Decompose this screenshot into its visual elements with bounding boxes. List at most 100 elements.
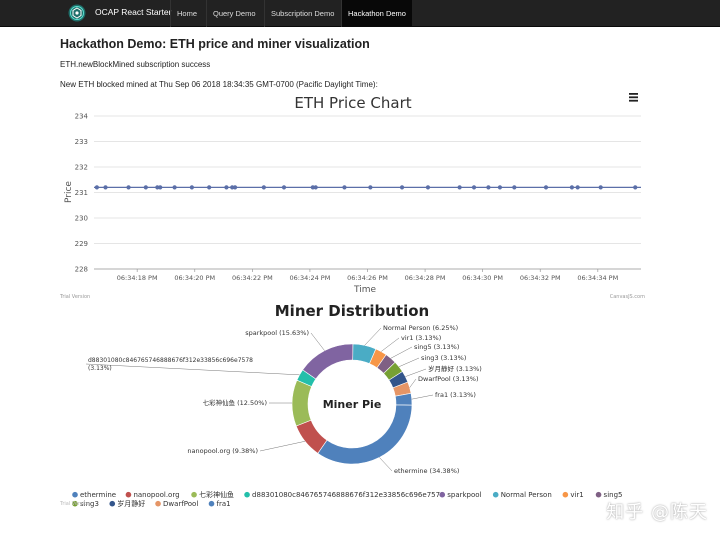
legend-marker xyxy=(208,500,215,507)
price-data-point[interactable] xyxy=(230,185,235,190)
pie-label-connector xyxy=(310,332,325,351)
price-data-point[interactable] xyxy=(158,185,163,190)
pie-slice[interactable] xyxy=(394,392,413,406)
price-data-point[interactable] xyxy=(342,185,347,190)
pie-slice[interactable] xyxy=(302,343,354,380)
price-data-point[interactable] xyxy=(310,185,315,190)
price-data-point[interactable] xyxy=(224,185,229,190)
price-x-tick-label: 06:34:26 PM xyxy=(347,274,388,282)
price-credit-canvasjs[interactable]: CanvasJS.com xyxy=(610,294,645,300)
legend-item[interactable]: nanopool.org xyxy=(133,491,179,499)
price-y-tick-label: 231 xyxy=(75,189,88,197)
legend-marker xyxy=(439,491,446,498)
block-mined-message: New ETH blocked mined at Thu Sep 06 2018… xyxy=(60,80,378,89)
price-x-tick-label: 06:34:24 PM xyxy=(290,274,331,282)
pie-slice-label: ethermine (34.38%) xyxy=(394,467,459,475)
legend-marker xyxy=(72,491,78,498)
legend-marker xyxy=(244,491,250,498)
price-y-axis-label: Price xyxy=(64,181,74,203)
legend-item[interactable]: Normal Person xyxy=(501,491,552,499)
pie-slice-label-percent: (3.13%) xyxy=(88,365,112,372)
pie-slice-label: fra1 (3.13%) xyxy=(435,391,476,399)
pie-credit-trial: Trial Version xyxy=(59,501,90,507)
pie-slice-label: vir1 (3.13%) xyxy=(401,334,441,342)
legend-item[interactable]: sing3 xyxy=(80,500,99,508)
price-data-point[interactable] xyxy=(368,185,373,190)
price-data-point[interactable] xyxy=(457,185,462,190)
price-data-point[interactable] xyxy=(471,185,477,190)
price-data-point[interactable] xyxy=(313,185,318,190)
price-x-tick-label: 06:34:18 PM xyxy=(117,274,158,282)
legend-item[interactable]: 七彩神仙鱼 xyxy=(199,490,234,499)
price-data-point[interactable] xyxy=(103,185,108,190)
pie-slice-label: 七彩神仙鱼 (12.50%) xyxy=(203,398,267,407)
pie-label-connector xyxy=(259,441,306,452)
nav-subscription-demo[interactable]: Subscription Demo xyxy=(264,0,340,27)
legend-item[interactable]: DwarfPool xyxy=(163,500,198,508)
price-data-point[interactable] xyxy=(633,185,638,190)
ocap-logo-icon[interactable] xyxy=(68,4,86,22)
price-data-point[interactable] xyxy=(497,185,503,190)
price-y-tick-label: 230 xyxy=(75,215,88,223)
eth-price-chart: ETH Price Chart 228 229 230 231 232 233 234 06… xyxy=(59,93,645,300)
price-x-tick-label: 06:34:30 PM xyxy=(462,274,503,282)
price-data-point[interactable] xyxy=(189,185,194,190)
price-x-axis-label: Time xyxy=(353,285,376,295)
price-data-point[interactable] xyxy=(425,185,431,190)
legend-item[interactable]: 岁月静好 xyxy=(117,499,145,508)
price-data-point[interactable] xyxy=(569,185,575,190)
price-data-point[interactable] xyxy=(232,185,238,190)
price-data-point[interactable] xyxy=(172,185,177,190)
nav-query-demo[interactable]: Query Demo xyxy=(206,0,262,27)
price-data-point[interactable] xyxy=(512,185,517,190)
price-data-point[interactable] xyxy=(261,185,266,190)
pie-slice-label: sparkpool (15.63%) xyxy=(245,329,309,337)
legend-marker xyxy=(562,491,569,498)
price-data-point[interactable] xyxy=(575,185,580,190)
price-data-point[interactable] xyxy=(486,185,491,190)
legend-item[interactable]: vir1 xyxy=(570,491,583,499)
pie-slice-label: sing3 (3.13%) xyxy=(421,354,466,362)
price-data-point[interactable] xyxy=(126,185,131,190)
zhihu-watermark: 知乎 @陈天 xyxy=(606,502,708,523)
legend-item[interactable]: sing5 xyxy=(604,491,623,499)
pie-slice[interactable] xyxy=(291,379,313,427)
price-x-tick-label: 06:34:32 PM xyxy=(520,274,561,282)
price-x-tick-label: 06:34:22 PM xyxy=(232,274,273,282)
price-x-tick-label: 06:34:28 PM xyxy=(405,274,446,282)
legend-marker xyxy=(125,491,132,498)
pie-label-connector xyxy=(380,337,400,352)
pie-slice[interactable] xyxy=(317,404,413,465)
pie-label-connector xyxy=(411,394,434,400)
price-data-point[interactable] xyxy=(143,185,148,190)
legend-marker xyxy=(109,500,116,507)
price-data-point[interactable] xyxy=(207,185,212,190)
hamburger-menu-icon[interactable] xyxy=(629,93,638,102)
price-y-tick-label: 228 xyxy=(75,266,88,274)
pie-slice-label: d88301080c846765746888676f312e33856c696e… xyxy=(88,357,253,364)
price-x-tick-label: 06:34:20 PM xyxy=(174,274,215,282)
page-title: Hackathon Demo: ETH price and miner visu… xyxy=(60,37,370,51)
legend-item[interactable]: ethermine xyxy=(80,491,116,499)
legend-item[interactable]: sparkpool xyxy=(447,491,481,499)
legend-item[interactable]: d88301080c846765746888676f312e33856c696e… xyxy=(252,491,444,499)
pie-label-connector xyxy=(364,327,382,346)
price-data-point[interactable] xyxy=(281,185,287,190)
pie-slice-label: sing5 (3.13%) xyxy=(414,343,459,351)
navbar-brand[interactable]: OCAP React Starter xyxy=(95,7,172,17)
price-data-point[interactable] xyxy=(598,185,603,190)
legend-item[interactable]: fra1 xyxy=(217,500,231,508)
pie-slice-label: nanopool.org (9.38%) xyxy=(187,447,258,455)
pie-label-connector xyxy=(85,363,300,376)
price-y-tick-label: 234 xyxy=(75,113,89,121)
price-credit-trial: Trial Version xyxy=(59,294,90,300)
nav-hackathon-demo[interactable]: Hackathon Demo xyxy=(341,0,412,27)
price-data-point[interactable] xyxy=(543,185,549,190)
nav-home[interactable]: Home xyxy=(170,0,203,27)
price-data-point[interactable] xyxy=(399,185,405,190)
price-data-point[interactable] xyxy=(94,185,99,190)
miner-distribution-chart: Miner Distribution ethermine (34.38%) nan… xyxy=(59,302,623,508)
legend-marker xyxy=(595,491,602,498)
price-data-point[interactable] xyxy=(155,185,160,190)
pie-label-connector xyxy=(409,378,417,388)
